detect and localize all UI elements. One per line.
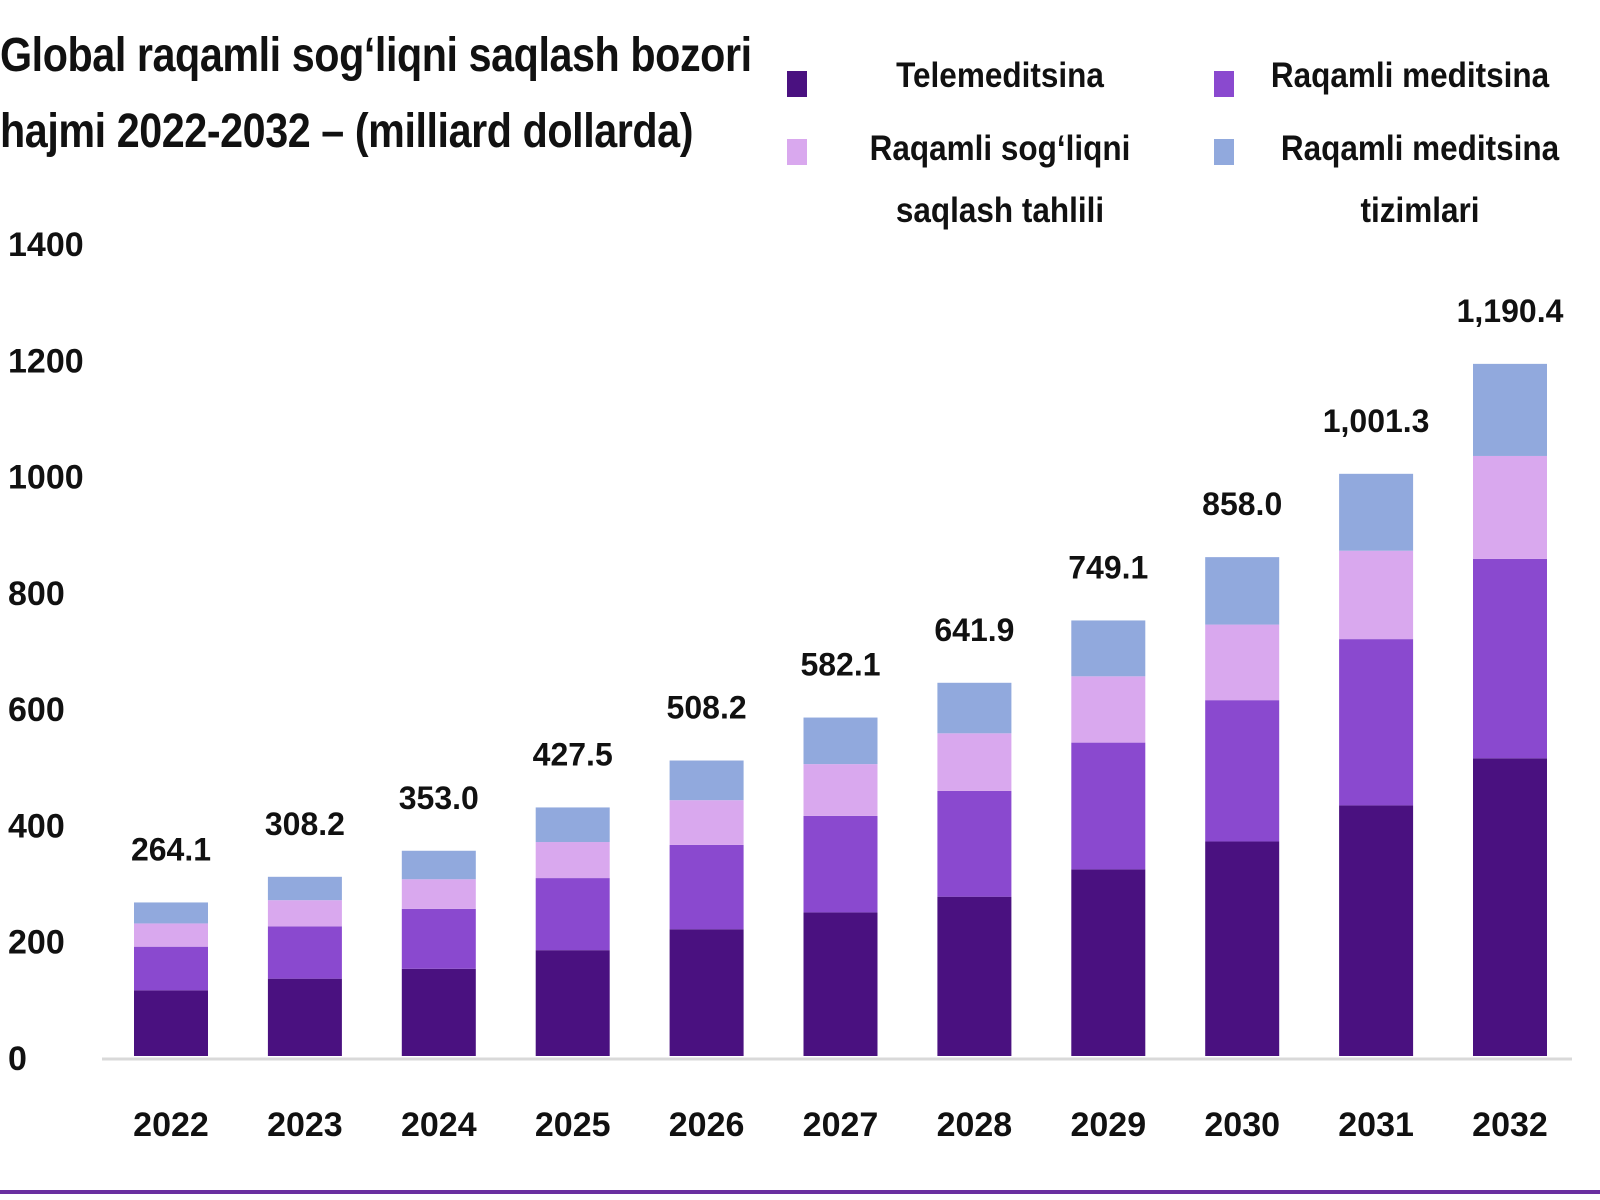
bar-segment [1205, 624, 1280, 701]
y-tick-label: 1400 [8, 226, 84, 264]
x-tick-label: 2027 [803, 1106, 879, 1144]
legend-label-tizimlari-line-1: Raqamli meditsina [1280, 129, 1560, 168]
bar-segment [401, 879, 476, 909]
bar-segment [1473, 455, 1547, 559]
bar-segment [1339, 639, 1414, 806]
y-tick-label: 1000 [8, 459, 84, 497]
bar-segment [803, 815, 878, 913]
x-tick-label: 2025 [535, 1106, 611, 1144]
bar-segment [937, 733, 1012, 791]
chart-title-line-2: hajmi 2022-2032 – (milliard dollarda) [0, 105, 694, 158]
bar-segment [1205, 557, 1280, 625]
total-label: 858.0 [1202, 486, 1282, 522]
bar-groups [134, 363, 1547, 1056]
x-tick-label: 2031 [1338, 1106, 1414, 1144]
legend-label-tahlili-line-1: Raqamli sog‘liqni [869, 129, 1131, 168]
bar-segment [1071, 620, 1146, 677]
bar-segment [1339, 805, 1414, 1056]
y-tick-label: 600 [8, 691, 65, 729]
bar-segment [134, 990, 208, 1056]
legend-swatch-tahlili [787, 139, 807, 165]
bar-segment [1339, 550, 1414, 640]
legend-swatch-telemeditsina [787, 71, 807, 97]
legend-label-tahlili-line-2: saqlash tahlili [895, 191, 1105, 230]
total-label: 508.2 [667, 690, 747, 726]
bar-segment [669, 844, 744, 930]
x-tick-label: 2028 [937, 1106, 1013, 1144]
bar-segment [535, 807, 610, 843]
x-tick-label: 2030 [1204, 1106, 1280, 1144]
bar-segment [937, 790, 1012, 897]
bar-segment [803, 764, 878, 816]
bar-segment [401, 968, 476, 1056]
bar-segment [1205, 841, 1280, 1056]
bar-segment [1339, 473, 1414, 551]
bar-segment [669, 929, 744, 1056]
bar-segment [1473, 363, 1547, 456]
x-tick-label: 2024 [401, 1106, 477, 1144]
y-axis: 0 200 400 600 800 1000 1200 1400 [8, 226, 84, 1078]
bar-segment [803, 912, 878, 1056]
bar-segment [669, 760, 744, 801]
bar-segment [803, 717, 878, 765]
x-tick-label: 2022 [133, 1106, 209, 1144]
bar-segment [1205, 700, 1280, 842]
bar-segment [134, 923, 208, 947]
legend-swatch-raqamli-meditsina [1214, 71, 1234, 97]
total-label: 1,001.3 [1323, 403, 1430, 439]
bar-segment [267, 900, 342, 927]
total-label: 749.1 [1068, 549, 1148, 585]
legend-label-raqamli-meditsina: Raqamli meditsina [1270, 56, 1550, 95]
bar-segment [1071, 742, 1146, 870]
total-label: 582.1 [800, 647, 880, 683]
bar-segment [937, 682, 1012, 734]
y-tick-label: 800 [8, 575, 65, 613]
bottom-divider [0, 1190, 1600, 1194]
bar-segment [1473, 558, 1547, 759]
total-label: 264.1 [131, 831, 211, 867]
total-label: 1,190.4 [1457, 293, 1564, 329]
x-tick-label: 2029 [1070, 1106, 1146, 1144]
bar-segment [937, 896, 1012, 1056]
total-label: 308.2 [265, 806, 345, 842]
bar-segment [535, 842, 610, 879]
bar-segment [134, 946, 208, 991]
legend-label-telemeditsina: Telemeditsina [896, 56, 1104, 95]
total-label: 641.9 [934, 612, 1014, 648]
total-labels: 264.1 308.2 353.0 427.5 508.2 582.1 641.9 749.1… [131, 293, 1564, 868]
bar-segment [267, 926, 342, 979]
bar-segment [669, 800, 744, 845]
bar-segment [1071, 869, 1146, 1056]
bar-segment [134, 902, 208, 924]
x-tick-label: 2026 [669, 1106, 745, 1144]
bar-segment [1071, 676, 1146, 743]
x-tick-label: 2023 [267, 1106, 343, 1144]
y-tick-label: 1200 [8, 342, 84, 380]
legend-swatch-tizimlari [1214, 139, 1234, 165]
bar-segment [267, 978, 342, 1056]
x-tick-label: 2032 [1472, 1106, 1548, 1144]
y-tick-label: 0 [8, 1040, 27, 1078]
bar-segment [535, 950, 610, 1056]
chart-title-line-1: Global raqamli sog‘liqni saqlash bozori [0, 29, 752, 82]
bar-segment [1473, 758, 1547, 1056]
bar-segment [267, 876, 342, 901]
total-label: 427.5 [533, 736, 613, 772]
legend-label-tizimlari-line-2: tizimlari [1360, 191, 1480, 230]
total-label: 353.0 [399, 780, 479, 816]
y-tick-label: 400 [8, 807, 65, 845]
bar-segment [535, 878, 610, 951]
y-tick-label: 200 [8, 924, 65, 962]
x-axis: 2022 2023 2024 2025 2026 2027 2028 2029 2030 2031… [102, 1057, 1572, 1144]
bar-segment [401, 908, 476, 969]
bar-segment [401, 850, 476, 880]
